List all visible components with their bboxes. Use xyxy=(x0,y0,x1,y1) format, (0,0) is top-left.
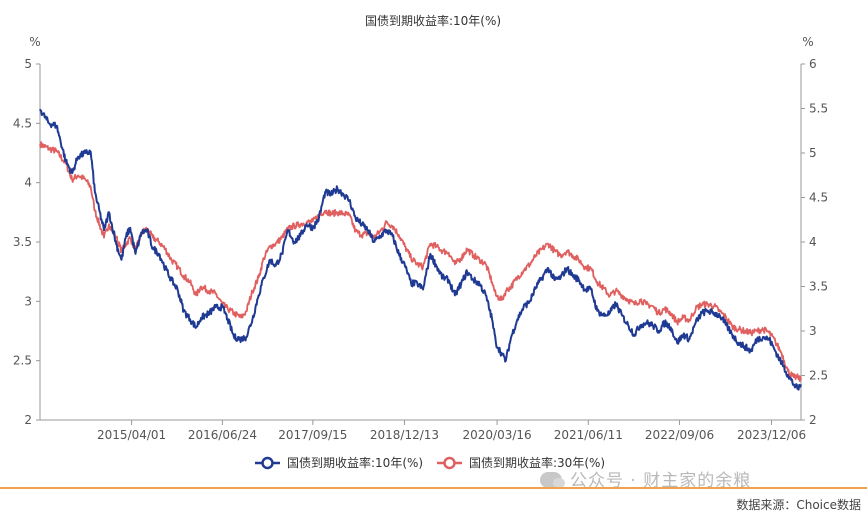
right-tick-label: 5.5 xyxy=(809,102,828,116)
series-line-30y xyxy=(39,141,802,382)
legend-item-30y[interactable]: 国债到期收益率:30年(%) xyxy=(437,455,605,470)
right-tick-label: 3 xyxy=(809,324,817,338)
left-tick-label: 2 xyxy=(24,413,32,427)
x-axis-ticks: 2015/04/01 2016/06/24 2017/09/15 2018/12/13… xyxy=(97,420,806,442)
left-axis-unit: % xyxy=(29,35,40,49)
series-line-10y xyxy=(39,108,802,391)
right-tick-label: 5 xyxy=(809,146,817,160)
left-tick-label: 3.5 xyxy=(13,235,32,249)
x-tick-label: 2021/06/11 xyxy=(554,428,623,442)
legend-label-30y: 国债到期收益率:30年(%) xyxy=(469,455,605,470)
right-tick-label: 3.5 xyxy=(809,280,828,294)
x-tick-label: 2023/12/06 xyxy=(737,428,806,442)
wechat-icon xyxy=(540,472,565,488)
legend-item-10y[interactable]: 国债到期收益率:10年(%) xyxy=(255,455,423,470)
left-tick-label: 3 xyxy=(24,294,32,308)
right-tick-label: 2 xyxy=(809,413,817,427)
left-tick-label: 4 xyxy=(24,176,32,190)
legend-marker-10y xyxy=(261,456,274,470)
series-lines xyxy=(39,108,802,391)
x-tick-label: 2018/12/13 xyxy=(370,428,439,442)
left-tick-label: 5 xyxy=(24,57,32,71)
watermark: 公众号 · 财主家的余粮 xyxy=(540,466,751,491)
right-tick-label: 6 xyxy=(809,57,817,71)
watermark-text: 公众号 · 财主家的余粮 xyxy=(570,471,752,491)
line-chart: 国债到期收益率:10年(%) % % 2 2.5 3 3.5 4 4.5 5 2 2.5 3 3.… xyxy=(13,13,828,470)
left-tick-label: 2.5 xyxy=(13,354,32,368)
right-axis-unit: % xyxy=(802,35,813,49)
right-tick-label: 4 xyxy=(809,235,817,249)
left-tick-label: 4.5 xyxy=(13,116,32,130)
x-tick-label: 2020/03/16 xyxy=(462,428,531,442)
x-tick-label: 2015/04/01 xyxy=(97,428,166,442)
left-axis-ticks: 2 2.5 3 3.5 4 4.5 5 xyxy=(13,57,40,427)
legend-marker-30y xyxy=(443,456,456,470)
footer-divider xyxy=(0,487,867,489)
legend: 国债到期收益率:10年(%) 国债到期收益率:30年(%) xyxy=(255,455,605,470)
legend-label-10y: 国债到期收益率:10年(%) xyxy=(287,455,423,470)
right-tick-label: 2.5 xyxy=(809,369,828,383)
data-source: 数据来源：Choice数据 xyxy=(736,498,861,512)
x-tick-label: 2017/09/15 xyxy=(278,428,347,442)
x-tick-label: 2022/09/06 xyxy=(645,428,714,442)
right-tick-label: 4.5 xyxy=(809,191,828,205)
x-tick-label: 2016/06/24 xyxy=(188,428,257,442)
chart-title: 国债到期收益率:10年(%) xyxy=(365,13,501,28)
right-axis-ticks: 2 2.5 3 3.5 4 4.5 5 5.5 6 xyxy=(801,57,828,427)
